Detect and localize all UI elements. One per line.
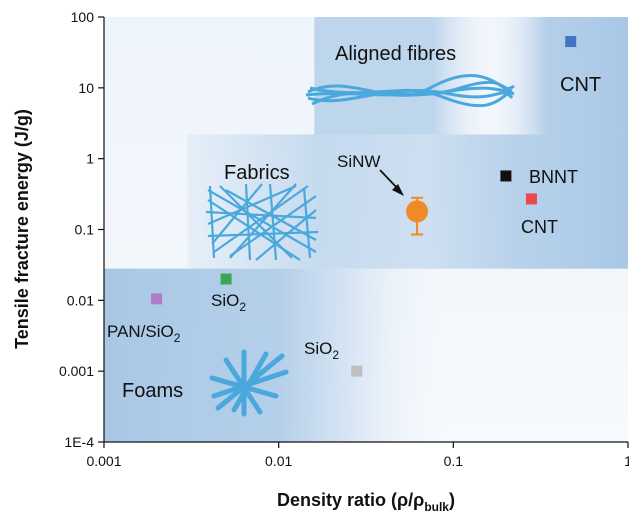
point-sio2 (351, 365, 363, 377)
label-cnt-red: CNT (521, 217, 558, 237)
x-axis-title: Density ratio (ρ/ρbulk) (277, 490, 455, 514)
point-pan-sio2 (151, 293, 163, 305)
x-tick-label: 0.01 (265, 453, 292, 469)
foams-illustration (209, 349, 289, 417)
point-sio2 (220, 273, 232, 285)
x-axis-title-subscript: bulk (424, 500, 449, 514)
y-axis-ticks: 100 10 1 0.1 0.01 0.001 1E-4 (59, 9, 104, 450)
label-pan-sio2: PAN/SiO2 (107, 322, 181, 345)
y-tick-label: 10 (78, 80, 94, 96)
region-fabrics (187, 134, 629, 269)
fabrics-illustration (205, 183, 319, 261)
subscript: 2 (332, 348, 339, 362)
point-cnt (565, 36, 577, 48)
point-cnt (525, 193, 537, 205)
subscript: 2 (174, 331, 181, 345)
x-tick-label: 0.1 (444, 453, 464, 469)
label-bnnt: BNNT (529, 167, 578, 187)
data-points (151, 36, 577, 377)
y-tick-label: 0.001 (59, 363, 94, 379)
y-tick-label: 0.1 (75, 222, 95, 238)
label-cnt-top: CNT (560, 74, 601, 96)
label-fabrics: Fabrics (224, 162, 290, 184)
region-foams (104, 268, 454, 442)
point-bnnt (500, 170, 512, 182)
y-tick-label: 1 (86, 151, 94, 167)
y-tick-label: 1E-4 (64, 434, 94, 450)
y-tick-label: 0.01 (67, 292, 94, 308)
x-tick-label: 0.001 (86, 453, 121, 469)
subscript: 2 (239, 300, 246, 314)
label-aligned-fibres: Aligned fibres (335, 43, 456, 65)
label-sinw: SiNW (337, 152, 380, 171)
y-tick-label: 100 (71, 9, 95, 25)
x-axis-ticks: 0.001 0.01 0.1 1 (86, 442, 629, 469)
label-sio2-gray: SiO2 (304, 339, 339, 362)
point-sinw (406, 200, 429, 223)
y-axis-title: Tensile fracture energy (J/g) (12, 109, 32, 349)
label-foams: Foams (122, 380, 183, 402)
x-tick-label: 1 (624, 453, 629, 469)
sinw-arrow (379, 169, 404, 196)
label-sio2-green: SiO2 (211, 291, 246, 314)
aligned-fibres-illustration (305, 73, 515, 108)
